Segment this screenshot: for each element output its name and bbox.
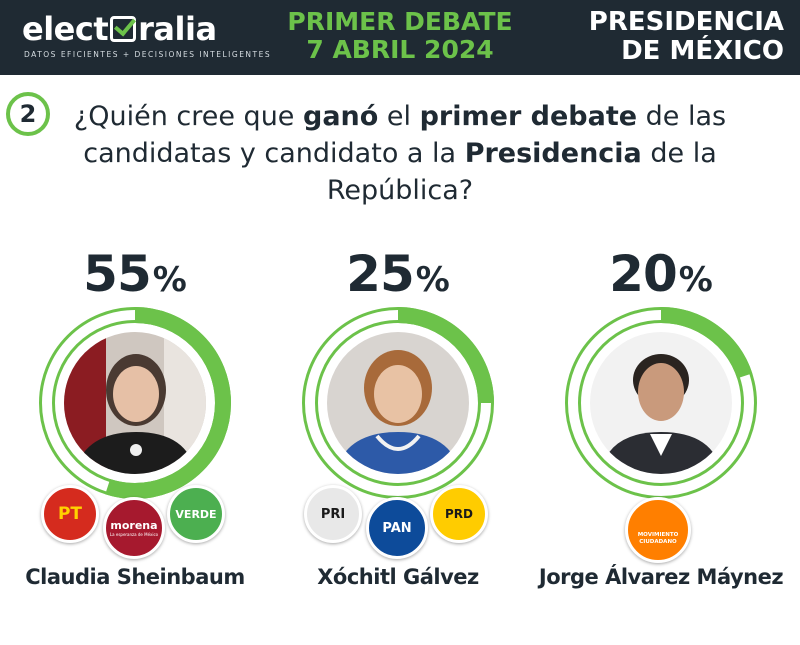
party-label: PAN xyxy=(382,520,412,536)
party-label: VERDE xyxy=(175,507,217,521)
question-part: el xyxy=(378,101,420,132)
candidate-portrait xyxy=(64,332,206,474)
party-label: PT xyxy=(57,504,83,524)
candidate-card-maynez: 20% MOVIMIENTO CIUDADANO Jorge Álvarez M… xyxy=(539,245,784,605)
candidate-card-galvez: 25% PRI PAN PRD Xóchitl Gálvez xyxy=(278,245,518,605)
party-logo-pri: PRI xyxy=(304,485,362,543)
percent-label: 55% xyxy=(15,245,255,303)
candidate-photo xyxy=(327,332,469,474)
percent-value: 55 xyxy=(83,245,152,303)
event-title: PRIMER DEBATE 7 ABRIL 2024 xyxy=(250,8,550,64)
percent-sign: % xyxy=(415,260,450,300)
question-number: 2 xyxy=(6,92,50,136)
question-part: ¿Quién cree que xyxy=(73,101,303,132)
party-sublabel: La esperanza de México xyxy=(109,531,159,537)
candidate-photo xyxy=(590,332,732,474)
checkbox-icon xyxy=(110,16,137,42)
section-title: PRESIDENCIA DE MÉXICO xyxy=(589,8,784,66)
percent-label: 25% xyxy=(278,245,518,303)
candidate-name: Xóchitl Gálvez xyxy=(317,565,479,589)
question-emphasis: Presidencia xyxy=(464,138,642,169)
percent-label: 20% xyxy=(541,245,781,303)
result-ring xyxy=(565,307,757,499)
candidate-photo xyxy=(64,332,206,474)
party-logo-prd: PRD xyxy=(430,485,488,543)
candidate-name: Jorge Álvarez Máynez xyxy=(538,565,784,589)
candidate-name: Claudia Sheinbaum xyxy=(25,565,245,589)
ring-value-arc xyxy=(302,307,494,499)
party-logo-pt: PT xyxy=(41,485,99,543)
ring-value-arc xyxy=(565,307,757,499)
percent-value: 20 xyxy=(609,245,678,303)
result-ring xyxy=(39,307,231,499)
percent-sign: % xyxy=(152,260,187,300)
brand-tagline: DATOS EFICIENTES + DECISIONES INTELIGENT… xyxy=(24,50,272,59)
brand-name-start: elect xyxy=(22,10,109,48)
brand-name-end: ralia xyxy=(138,10,217,48)
question-text: ¿Quién cree que ganó el primer debate de… xyxy=(70,98,730,209)
header-bar: elect ralia DATOS EFICIENTES + DECISIONES… xyxy=(0,0,800,75)
result-ring xyxy=(302,307,494,499)
brand-logo: elect ralia xyxy=(22,10,217,48)
percent-value: 25 xyxy=(346,245,415,303)
event-date: 7 ABRIL 2024 xyxy=(306,35,494,64)
question-emphasis: primer debate xyxy=(419,101,638,132)
candidate-portrait xyxy=(590,332,732,474)
question-emphasis: ganó xyxy=(303,101,379,132)
ring-value-arc xyxy=(39,307,231,499)
party-logo-morena: morena La esperanza de México xyxy=(103,497,165,559)
party-logo-mc: MOVIMIENTO CIUDADANO xyxy=(625,497,691,563)
question-part: de la República? xyxy=(326,138,717,206)
candidate-portrait xyxy=(327,332,469,474)
section-line-1: PRESIDENCIA xyxy=(588,7,784,37)
party-logo-verde: VERDE xyxy=(167,485,225,543)
party-logo-pan: PAN xyxy=(366,497,428,559)
percent-sign: % xyxy=(678,260,713,300)
party-label: PRD xyxy=(445,507,473,521)
candidate-card-sheinbaum: 55% PT morena La esperanza de México VER… xyxy=(15,245,255,605)
section-line-2: DE MÉXICO xyxy=(621,36,784,66)
party-label: MOVIMIENTO CIUDADANO xyxy=(637,532,679,545)
party-label: morena xyxy=(110,518,158,532)
party-label: PRI xyxy=(320,506,346,522)
event-line-1: PRIMER DEBATE xyxy=(287,7,513,36)
question-part: de las candidatas y candidato a la xyxy=(83,101,727,169)
